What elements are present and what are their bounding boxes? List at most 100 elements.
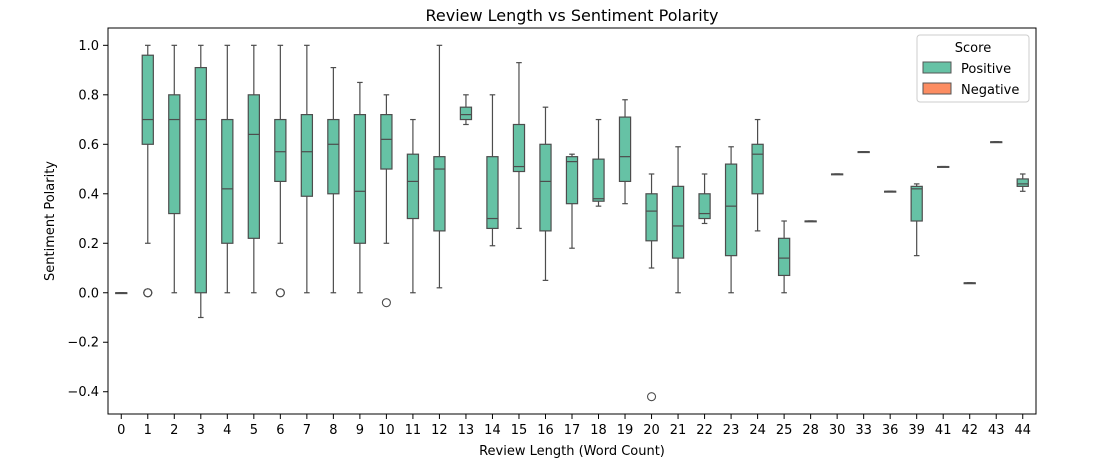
box-4: [221, 44, 234, 294]
outlier-point: [143, 288, 153, 298]
x-tick-label: 16: [537, 423, 554, 438]
box-rect: [724, 163, 738, 257]
y-tick-label: 0.0: [78, 286, 99, 301]
box-rect: [618, 116, 632, 183]
y-tick-label: 0.4: [78, 187, 99, 202]
x-tick-label: 2: [170, 423, 178, 438]
box-44: [1016, 173, 1029, 192]
x-tick-label: 13: [458, 423, 475, 438]
box-43: [990, 141, 1003, 144]
legend-swatch-negative: [922, 82, 952, 95]
box-rect: [486, 156, 499, 230]
box-14: [486, 94, 499, 247]
x-tick-label: 4: [223, 423, 231, 438]
x-tick-label: 8: [329, 423, 337, 438]
box-rect: [406, 153, 420, 220]
y-tick-label: 0.8: [78, 88, 99, 103]
box-rect: [592, 158, 605, 202]
legend-swatch-positive: [922, 61, 952, 74]
box-15: [512, 62, 526, 230]
x-tick-label: 28: [802, 423, 819, 438]
box-3: [194, 44, 207, 319]
box-18: [592, 118, 605, 207]
box-rect: [247, 94, 260, 239]
box-rect: [539, 143, 552, 232]
axes-frame: [107, 27, 1037, 415]
x-tick-label: 15: [511, 423, 528, 438]
box-rect: [777, 237, 791, 277]
box-10: [380, 94, 393, 308]
x-axis-label: Review Length (Word Count): [479, 444, 665, 459]
chart-title: Review Length vs Sentiment Polarity: [425, 6, 718, 25]
box-22: [698, 173, 711, 225]
box-19: [618, 99, 632, 205]
box-6: [274, 44, 287, 298]
y-tick-label: −0.2: [67, 336, 99, 351]
x-tick-label: 14: [484, 423, 501, 438]
box-rect: [194, 66, 207, 294]
box-24: [751, 118, 764, 232]
box-7: [300, 44, 314, 294]
box-20: [645, 173, 658, 402]
box-rect: [751, 143, 764, 195]
box-rect: [168, 94, 181, 215]
box-16: [539, 106, 552, 281]
x-tick-label: 25: [776, 423, 793, 438]
box-rect: [141, 54, 154, 145]
x-tick-label: 6: [276, 423, 284, 438]
box-23: [724, 146, 738, 294]
x-tick-label: 17: [564, 423, 581, 438]
box-5: [247, 44, 260, 294]
box-rect: [645, 193, 658, 242]
y-axis-label: Sentiment Polarity: [43, 161, 58, 281]
box-13: [459, 94, 473, 126]
box-33: [857, 151, 870, 154]
box-rect: [459, 106, 473, 121]
box-2: [168, 44, 181, 294]
box-25: [777, 220, 791, 294]
legend-label-positive: Positive: [961, 62, 1011, 77]
box-rect: [433, 156, 446, 232]
x-tick-label: 12: [431, 423, 448, 438]
y-tick-label: −0.4: [67, 385, 99, 400]
x-tick-label: 3: [197, 423, 205, 438]
x-tick-label: 30: [829, 423, 846, 438]
x-tick-label: 20: [643, 423, 660, 438]
box-rect: [300, 114, 314, 197]
y-tick-label: 1.0: [78, 39, 99, 54]
box-rect: [353, 114, 367, 244]
box-41: [937, 165, 950, 168]
box-rect: [565, 156, 579, 205]
plot-area: [115, 44, 1029, 402]
box-rect: [221, 118, 234, 244]
x-tick-label: 7: [303, 423, 311, 438]
x-tick-label: 23: [723, 423, 740, 438]
x-tick-label: 11: [405, 423, 422, 438]
x-tick-label: 42: [961, 423, 978, 438]
box-rect: [910, 185, 923, 222]
box-9: [353, 81, 367, 294]
x-tick-label: 39: [908, 423, 925, 438]
box-39: [910, 183, 923, 257]
x-tick-label: 22: [696, 423, 713, 438]
x-tick-label: 19: [617, 423, 634, 438]
x-tick-label: 0: [117, 423, 125, 438]
x-tick-label: 43: [988, 423, 1005, 438]
y-axis: −0.4 −0.2 0.0 0.2 0.4 0.6 0.8 1.0: [67, 39, 108, 400]
box-30: [830, 173, 844, 176]
x-axis: 0 1 2 3 4 5 6 7 8 9 10 11 12 13 14 15 16 17 18 19 20 21 22 23 24…: [117, 414, 1031, 438]
x-tick-label: 36: [882, 423, 899, 438]
y-tick-label: 0.6: [78, 138, 99, 153]
box-28: [804, 220, 817, 223]
x-tick-label: 21: [670, 423, 687, 438]
box-rect: [512, 123, 526, 173]
x-tick-label: 9: [356, 423, 364, 438]
box-21: [671, 146, 685, 294]
box-0: [115, 292, 128, 295]
outlier-point: [381, 298, 391, 308]
x-tick-label: 44: [1014, 423, 1031, 438]
outlier-point: [275, 288, 285, 298]
box-rect: [380, 114, 393, 170]
legend-title: Score: [955, 41, 991, 56]
